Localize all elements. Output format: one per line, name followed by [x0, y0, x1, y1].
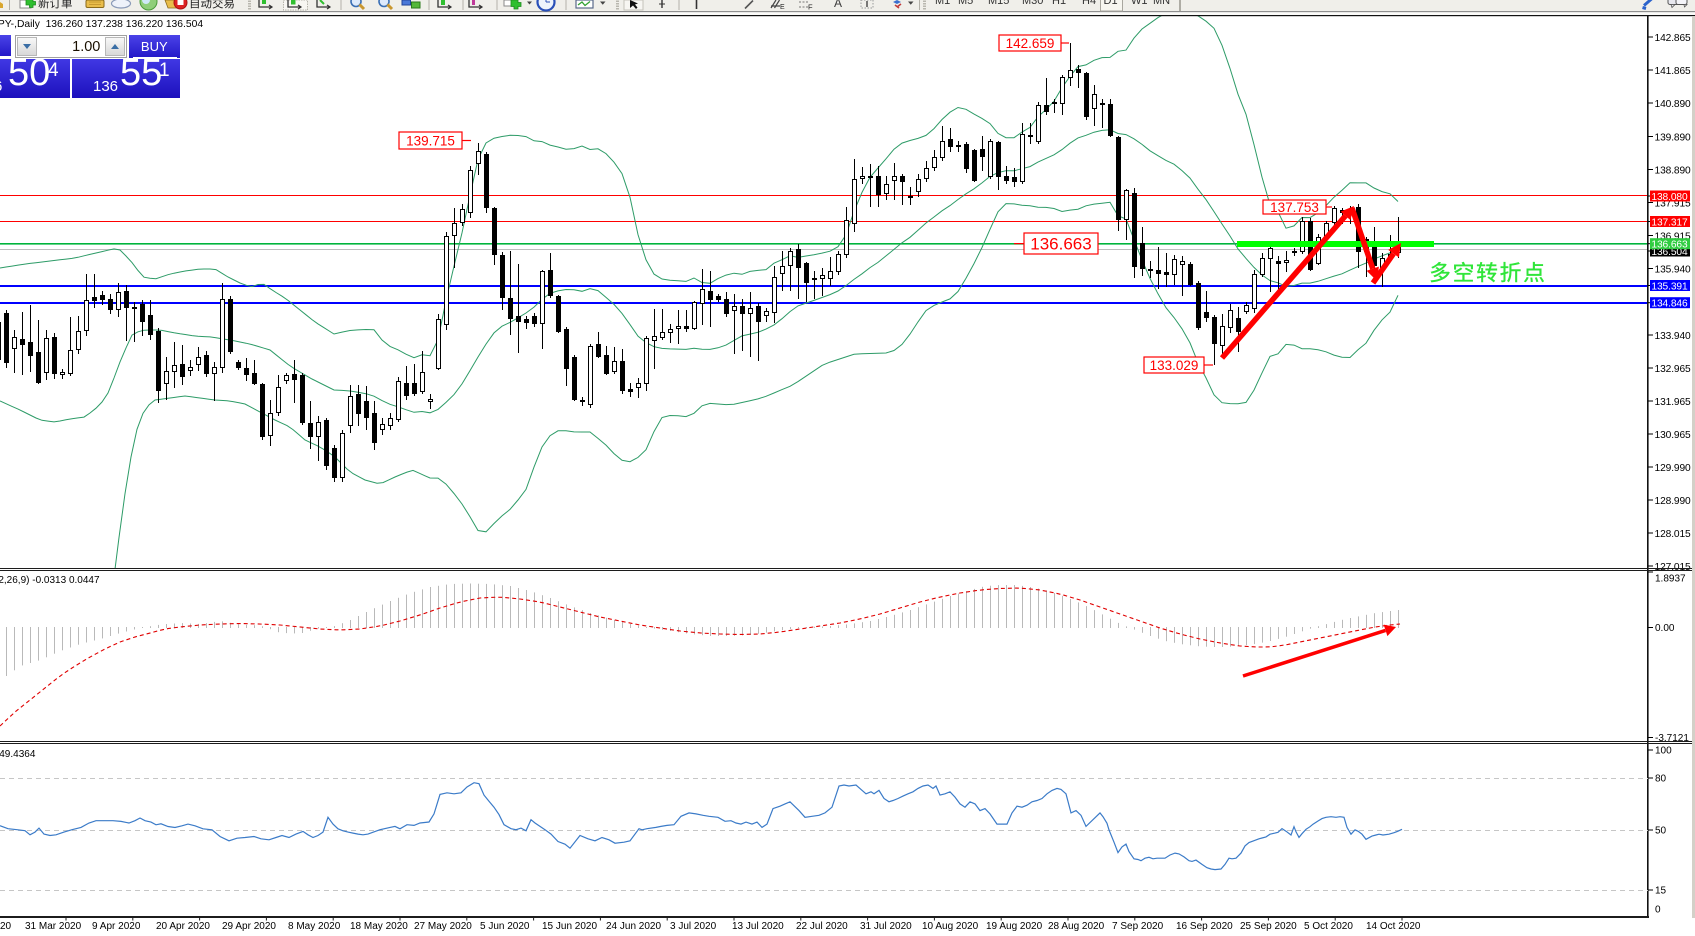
svg-text:27 May 2020: 27 May 2020 — [414, 921, 472, 932]
svg-text:RSI(14) 49.4364: RSI(14) 49.4364 — [0, 749, 36, 760]
svg-text:135.940: 135.940 — [1655, 264, 1692, 275]
svg-text:MN: MN — [1153, 0, 1170, 7]
svg-text:136.663: 136.663 — [1651, 240, 1688, 251]
svg-text:14 Oct 2020: 14 Oct 2020 — [1366, 921, 1421, 932]
svg-text:129.990: 129.990 — [1655, 463, 1692, 474]
svg-text:135.391: 135.391 — [1651, 281, 1688, 292]
svg-text:M1: M1 — [935, 0, 950, 7]
svg-text:7 Sep 2020: 7 Sep 2020 — [1112, 921, 1164, 932]
svg-text:20: 20 — [0, 921, 12, 932]
svg-text:138.080: 138.080 — [1651, 192, 1688, 203]
svg-text:8 May 2020: 8 May 2020 — [288, 921, 341, 932]
svg-text:13 Jul 2020: 13 Jul 2020 — [732, 921, 784, 932]
svg-text:141.865: 141.865 — [1655, 66, 1692, 77]
svg-text:-3.7121: -3.7121 — [1655, 733, 1689, 744]
svg-text:22 Jul 2020: 22 Jul 2020 — [796, 921, 848, 932]
svg-text:0: 0 — [1655, 905, 1661, 916]
svg-text:137.915: 137.915 — [1655, 198, 1692, 209]
svg-text:3 Jul 2020: 3 Jul 2020 — [670, 921, 717, 932]
svg-text:133.940: 133.940 — [1655, 331, 1692, 342]
svg-text:9 Apr 2020: 9 Apr 2020 — [92, 921, 141, 932]
svg-text:A: A — [834, 0, 842, 10]
svg-text:MACD(12,26,9) -0.0313 0.0447: MACD(12,26,9) -0.0313 0.0447 — [0, 575, 100, 586]
svg-text:142.659: 142.659 — [1006, 36, 1055, 51]
svg-text:5 Jun 2020: 5 Jun 2020 — [480, 921, 530, 932]
svg-text:25 Sep 2020: 25 Sep 2020 — [1240, 921, 1297, 932]
svg-text:133.029: 133.029 — [1150, 358, 1199, 373]
svg-text:134.846: 134.846 — [1651, 299, 1688, 310]
svg-text:10 Aug 2020: 10 Aug 2020 — [922, 921, 979, 932]
svg-text:136.504: 136.504 — [1651, 247, 1688, 258]
svg-text:137.317: 137.317 — [1651, 217, 1688, 228]
svg-text:136.663: 136.663 — [1030, 235, 1091, 254]
svg-text:E: E — [780, 4, 785, 11]
svg-text:100: 100 — [1655, 746, 1672, 757]
svg-text:W1: W1 — [1131, 0, 1148, 7]
svg-text:31 Mar 2020: 31 Mar 2020 — [25, 921, 82, 932]
svg-text:20 Apr 2020: 20 Apr 2020 — [156, 921, 210, 932]
svg-text:0.00: 0.00 — [1655, 623, 1675, 634]
svg-text:130.965: 130.965 — [1655, 430, 1692, 441]
svg-text:D1: D1 — [1104, 0, 1118, 7]
svg-text:29 Apr 2020: 29 Apr 2020 — [222, 921, 276, 932]
svg-text:50: 50 — [1655, 826, 1667, 837]
svg-text:138.890: 138.890 — [1655, 165, 1692, 176]
svg-text:132.965: 132.965 — [1655, 364, 1692, 375]
svg-text:139.715: 139.715 — [406, 133, 455, 148]
svg-text:80: 80 — [1655, 774, 1667, 785]
svg-text:M30: M30 — [1022, 0, 1043, 7]
svg-text:127.015: 127.015 — [1655, 562, 1692, 573]
svg-text:24 Jun 2020: 24 Jun 2020 — [606, 921, 661, 932]
svg-text:M5: M5 — [958, 0, 973, 7]
svg-text:140.890: 140.890 — [1655, 99, 1692, 110]
svg-text:F: F — [808, 3, 813, 12]
svg-text:16 Sep 2020: 16 Sep 2020 — [1176, 921, 1233, 932]
svg-text:15: 15 — [1655, 886, 1667, 897]
svg-text:5 Oct 2020: 5 Oct 2020 — [1304, 921, 1353, 932]
svg-text:139.890: 139.890 — [1655, 132, 1692, 143]
svg-text:131.965: 131.965 — [1655, 397, 1692, 408]
svg-text:128.015: 128.015 — [1655, 529, 1692, 540]
svg-text:18 May 2020: 18 May 2020 — [350, 921, 408, 932]
svg-text:137.753: 137.753 — [1270, 200, 1319, 215]
svg-text:M15: M15 — [988, 0, 1009, 7]
svg-text:19 Aug 2020: 19 Aug 2020 — [986, 921, 1043, 932]
svg-text:15 Jun 2020: 15 Jun 2020 — [542, 921, 597, 932]
svg-text:H4: H4 — [1082, 0, 1096, 7]
svg-text:136.915: 136.915 — [1655, 231, 1692, 242]
svg-text:H1: H1 — [1052, 0, 1066, 7]
svg-text:142.865: 142.865 — [1655, 33, 1692, 44]
svg-text:31 Jul 2020: 31 Jul 2020 — [860, 921, 912, 932]
svg-text:28 Aug 2020: 28 Aug 2020 — [1048, 921, 1105, 932]
svg-text:128.990: 128.990 — [1655, 496, 1692, 507]
svg-text:1.8937: 1.8937 — [1655, 573, 1686, 584]
